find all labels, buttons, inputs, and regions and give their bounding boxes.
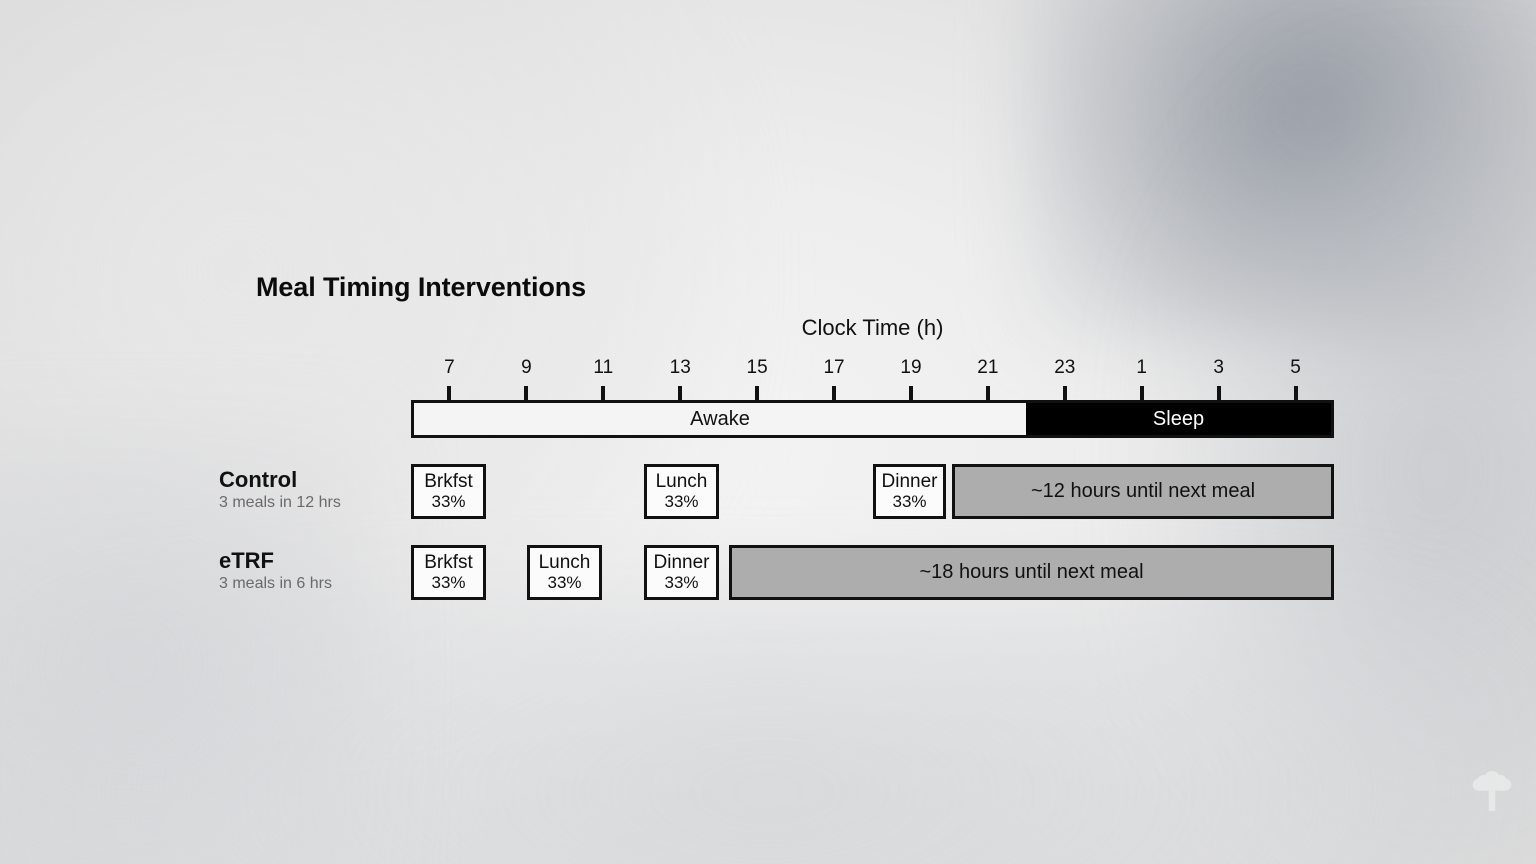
meal-percent: 33%	[431, 491, 466, 511]
x-tick-label: 23	[1054, 357, 1076, 378]
meal-percent: 33%	[664, 572, 699, 592]
fasting-bar-control: ~12 hours until next meal	[952, 464, 1334, 519]
meal-percent: 33%	[892, 491, 927, 511]
x-tick-label: 5	[1290, 357, 1301, 378]
meal-name: Dinner	[881, 471, 938, 493]
x-tick-mark	[832, 386, 837, 400]
x-tick-label: 3	[1213, 357, 1224, 378]
page-title: Meal Timing Interventions	[256, 272, 587, 302]
x-tick-mark	[1293, 386, 1298, 400]
row-label-control: Control 3 meals in 12 hrs	[219, 467, 341, 514]
tree-icon	[1472, 771, 1512, 811]
x-tick-label: 15	[746, 357, 768, 378]
row-label-etrf: eTRF 3 meals in 6 hrs	[219, 548, 332, 595]
x-tick-label: 21	[977, 357, 999, 378]
x-tick-mark	[755, 386, 760, 400]
meal-name: Lunch	[538, 552, 591, 574]
fasting-bar-etrf: ~18 hours until next meal	[729, 545, 1334, 600]
x-tick-mark	[447, 386, 452, 400]
meal-box-etrf-brkfst: Brkfst 33%	[411, 545, 486, 600]
row-title-etrf: eTRF	[219, 548, 274, 573]
meal-percent: 33%	[431, 572, 466, 592]
x-tick-mark	[1062, 386, 1067, 400]
meal-box-control-lunch: Lunch 33%	[644, 464, 719, 519]
x-tick-mark	[908, 386, 913, 400]
x-tick-label: 1	[1136, 357, 1147, 378]
x-tick-label: 13	[669, 357, 691, 378]
axis-title-clock-time: Clock Time (h)	[801, 315, 944, 340]
meal-box-etrf-dinner: Dinner 33%	[644, 545, 719, 600]
meal-name: Brkfst	[424, 471, 473, 493]
meal-name: Brkfst	[424, 552, 473, 574]
meal-box-control-brkfst: Brkfst 33%	[411, 464, 486, 519]
x-tick-mark	[678, 386, 683, 400]
x-tick-label: 19	[900, 357, 922, 378]
x-tick-mark	[601, 386, 606, 400]
meal-percent: 33%	[664, 491, 699, 511]
day-night-bar: Awake Sleep	[411, 400, 1334, 438]
meal-name: Dinner	[653, 552, 710, 574]
meal-box-etrf-lunch: Lunch 33%	[527, 545, 602, 600]
meal-name: Lunch	[655, 471, 708, 493]
x-tick-label: 11	[593, 357, 614, 378]
meal-box-control-dinner: Dinner 33%	[873, 464, 946, 519]
x-tick-mark	[524, 386, 529, 400]
background-shadow-left	[0, 424, 380, 864]
awake-segment: Awake	[414, 403, 1026, 435]
x-tick-label: 7	[444, 357, 455, 378]
x-tick-mark	[1139, 386, 1144, 400]
meal-percent: 33%	[547, 572, 582, 592]
x-tick-mark	[1216, 386, 1221, 400]
x-tick-label: 17	[823, 357, 845, 378]
x-tick-label: 9	[521, 357, 532, 378]
row-title-control: Control	[219, 467, 298, 492]
row-subtitle-control: 3 meals in 12 hrs	[219, 494, 341, 512]
sleep-segment: Sleep	[1026, 403, 1331, 435]
row-subtitle-etrf: 3 meals in 6 hrs	[219, 575, 332, 593]
x-tick-mark	[985, 386, 990, 400]
